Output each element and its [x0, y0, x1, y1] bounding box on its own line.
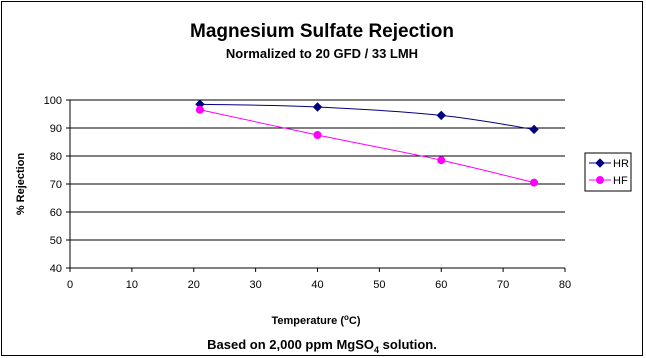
legend-label-hf: HF: [613, 175, 628, 187]
plot-area: [195, 99, 539, 187]
x-tick-label: 0: [67, 279, 73, 291]
x-tick-label: 40: [311, 279, 323, 291]
x-axis-ticks: 0 10 20 30 40 50 60 70 80: [67, 268, 571, 291]
x-tick-label: 20: [188, 279, 200, 291]
x-axis-label: Temperature (oC): [271, 313, 360, 327]
series-line-hr: [199, 103, 535, 130]
footnote-post: solution.: [379, 337, 437, 352]
y-tick-label: 50: [50, 235, 62, 247]
data-point-hf: [437, 156, 446, 165]
x-tick-label: 70: [497, 279, 509, 291]
footnote-pre: Based on 2,000 ppm MgSO: [207, 337, 374, 352]
chart-subtitle: Normalized to 20 GFD / 33 LMH: [226, 46, 418, 61]
data-point-hf: [530, 178, 539, 187]
x-tick-label: 50: [373, 279, 385, 291]
data-point-hf: [195, 105, 204, 114]
y-tick-label: 70: [50, 179, 62, 191]
x-tick-label: 30: [250, 279, 262, 291]
data-point-hr: [312, 102, 323, 112]
legend: HR HF: [584, 152, 632, 192]
y-tick-label: 80: [50, 151, 62, 163]
x-tick-label: 60: [435, 279, 447, 291]
x-tick-label: 10: [126, 279, 138, 291]
x-axis-label-post: C): [349, 315, 361, 327]
y-axis-ticks: 40 50 60 70 80 90 100: [44, 95, 70, 275]
gridlines: [70, 99, 565, 241]
y-tick-label: 90: [50, 123, 62, 135]
x-axis-label-sup: o: [344, 313, 349, 322]
legend-label-hr: HR: [613, 158, 629, 170]
legend-marker-hr: [595, 158, 605, 168]
legend-marker-hf: [596, 176, 604, 184]
footnote: Based on 2,000 ppm MgSO4 solution.: [207, 337, 437, 355]
series-line-hf: [199, 109, 535, 184]
chart-title: Magnesium Sulfate Rejection: [190, 21, 454, 42]
x-axis-label-pre: Temperature (: [271, 315, 344, 327]
data-point-hr: [436, 110, 446, 121]
data-point-hf: [313, 131, 322, 139]
y-tick-label: 100: [44, 95, 62, 107]
legend-box: [584, 152, 632, 192]
y-tick-label: 40: [50, 263, 62, 275]
data-point-hr: [529, 124, 539, 135]
footnote-sub: 4: [374, 345, 379, 355]
series-hf: [195, 105, 539, 187]
y-tick-label: 60: [50, 207, 62, 219]
series-hr: [195, 99, 539, 135]
y-axis-label: % Rejection: [15, 153, 27, 216]
x-tick-label: 80: [559, 279, 571, 291]
